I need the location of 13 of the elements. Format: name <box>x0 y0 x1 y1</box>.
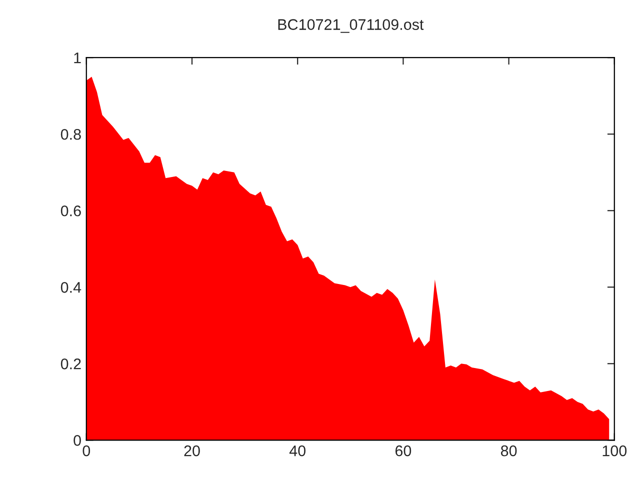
y-tick-label: 0 <box>74 435 81 446</box>
chart-title: BC10721_071109.ost <box>278 19 424 33</box>
x-tick-label: 80 <box>500 445 517 456</box>
y-tick-label: 0.8 <box>60 128 81 140</box>
y-tick-label: 0.6 <box>60 205 81 216</box>
x-tick-label: 100 <box>602 445 627 456</box>
y-tick-label: 0.2 <box>60 358 81 370</box>
y-tick-label: 0.4 <box>60 282 82 293</box>
x-tick-label: 0 <box>82 445 90 456</box>
x-tick-label: 40 <box>289 445 306 456</box>
y-tick-label: 1 <box>74 52 81 64</box>
x-tick-label: 60 <box>395 445 412 456</box>
x-tick-label: 20 <box>184 445 200 456</box>
